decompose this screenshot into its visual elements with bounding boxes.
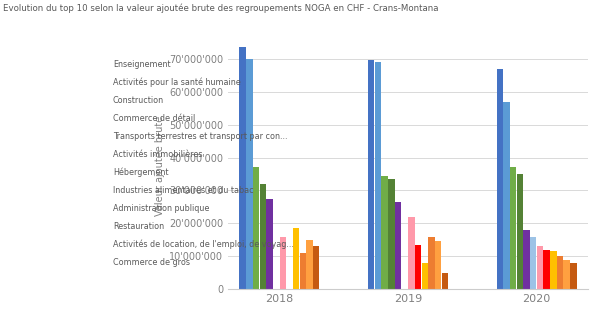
Y-axis label: Valeur ajoutée brute: Valeur ajoutée brute [154,116,165,216]
Text: Administration publique: Administration publique [113,204,209,213]
Bar [523,230,530,289]
Bar [442,273,448,289]
Bar [246,59,253,289]
Bar [510,167,517,289]
Bar [497,69,503,289]
Bar [530,237,536,289]
Bar [313,246,319,289]
Bar [503,101,510,289]
Text: Evolution du top 10 selon la valeur ajoutée brute des regroupements NOGA en CHF : Evolution du top 10 selon la valeur ajou… [3,3,439,13]
Text: Enseignement: Enseignement [113,59,170,69]
Text: Transports terrestres et transport par con...: Transports terrestres et transport par c… [113,132,287,141]
Text: Activités pour la santé humaine: Activités pour la santé humaine [113,78,241,87]
Text: Hébergement: Hébergement [113,168,168,177]
Bar [375,62,381,289]
Bar [293,228,299,289]
Bar [382,176,388,289]
Bar [307,240,313,289]
Bar [299,253,306,289]
Bar [415,245,421,289]
Bar [428,237,434,289]
Bar [557,256,563,289]
Bar [537,246,543,289]
Bar [570,263,577,289]
Text: Commerce de gros: Commerce de gros [113,258,190,267]
Bar [253,167,259,289]
Bar [368,60,374,289]
Bar [550,251,557,289]
Bar [421,263,428,289]
Bar [395,202,401,289]
Bar [563,260,570,289]
Bar [388,179,395,289]
Text: Industries alimentaires et du tabac: Industries alimentaires et du tabac [113,186,253,195]
Bar [408,217,415,289]
Bar [544,250,550,289]
Text: Construction: Construction [113,96,164,105]
Text: Restauration: Restauration [113,222,164,231]
Text: Activités de location, de l'emploi, de voyag...: Activités de location, de l'emploi, de v… [113,240,293,249]
Bar [280,237,286,289]
Bar [435,241,442,289]
Bar [239,47,246,289]
Bar [517,174,523,289]
Text: Activités immobilières: Activités immobilières [113,150,202,159]
Bar [266,199,272,289]
Bar [260,184,266,289]
Text: Commerce de détail: Commerce de détail [113,114,195,123]
